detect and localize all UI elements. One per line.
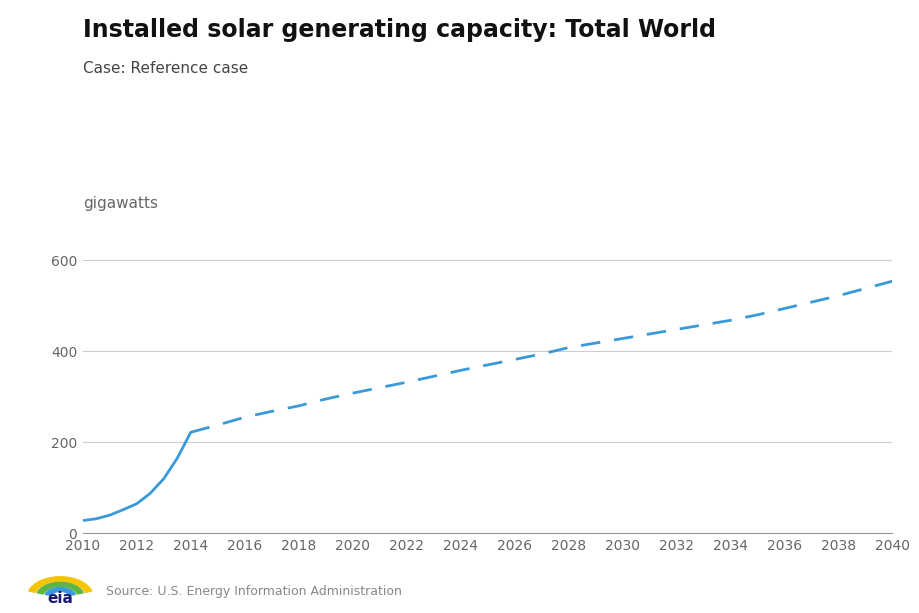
Text: Source: U.S. Energy Information Administration: Source: U.S. Energy Information Administ… [106,585,402,598]
Text: Case: Reference case: Case: Reference case [83,61,248,76]
Text: gigawatts: gigawatts [83,197,158,211]
Polygon shape [45,587,75,595]
Polygon shape [28,577,92,592]
Text: Installed solar generating capacity: Total World: Installed solar generating capacity: Tot… [83,18,715,42]
Polygon shape [38,582,83,594]
Text: eia: eia [47,591,74,606]
